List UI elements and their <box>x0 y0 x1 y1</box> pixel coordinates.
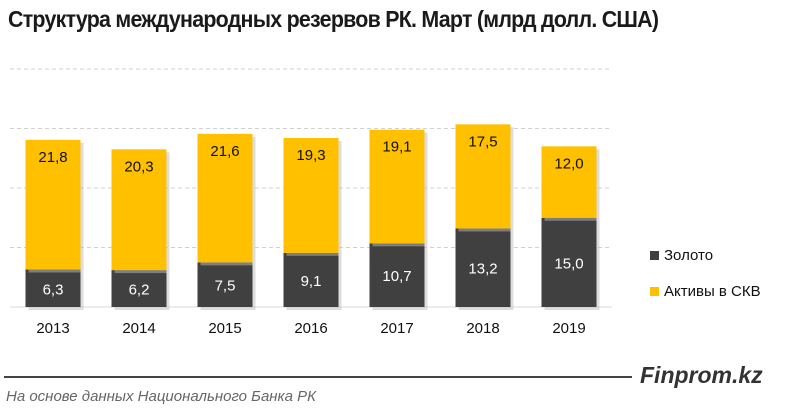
bar-fx-assets <box>541 146 597 218</box>
bar-gold <box>369 243 425 307</box>
data-label: 6,2 <box>129 282 150 299</box>
bar-gold <box>541 217 597 307</box>
data-label: 13,2 <box>468 261 497 278</box>
x-tick-label: 2018 <box>466 320 499 337</box>
footer-divider <box>4 376 632 378</box>
bar-gold <box>283 252 339 307</box>
legend-swatch-gold <box>650 251 659 260</box>
bar-fx-assets <box>369 129 425 244</box>
data-label: 19,1 <box>382 139 411 156</box>
data-label: 17,5 <box>468 133 497 150</box>
legend-item-fx-assets: Активы в СКВ <box>650 283 761 300</box>
bar-fx-assets <box>197 133 253 263</box>
bar-fx-assets <box>111 149 167 271</box>
data-label: 21,8 <box>38 149 67 166</box>
bar-gold <box>197 262 253 307</box>
data-label: 21,6 <box>210 143 239 160</box>
bar-gold <box>111 270 167 307</box>
x-tick-label: 2017 <box>380 320 413 337</box>
bar-gold <box>25 269 81 307</box>
x-tick-label: 2014 <box>122 320 155 337</box>
bar-fx-assets <box>283 138 339 253</box>
data-label: 7,5 <box>215 278 236 295</box>
bar-fx-assets <box>455 124 511 229</box>
data-label: 20,3 <box>124 158 153 175</box>
x-tick-label: 2016 <box>294 320 327 337</box>
legend-item-gold: Золото <box>650 247 713 264</box>
data-label: 19,3 <box>296 147 325 164</box>
data-label: 12,0 <box>554 155 583 172</box>
data-label: 6,3 <box>43 281 64 298</box>
bar-fx-assets <box>25 139 81 270</box>
chart-title: Структура международных резервов РК. Мар… <box>8 6 659 32</box>
legend-label: Активы в СКВ <box>664 283 761 300</box>
legend-swatch-fx <box>650 287 659 296</box>
legend-label: Золото <box>664 247 714 264</box>
data-label: 10,7 <box>382 268 411 285</box>
data-label: 9,1 <box>301 273 322 290</box>
x-tick-label: 2019 <box>552 320 585 337</box>
bar-gold <box>455 228 511 307</box>
source-note: На основе данных Национального Банка РК <box>6 388 316 405</box>
x-tick-label: 2015 <box>208 320 241 337</box>
data-label: 15,0 <box>554 255 583 272</box>
brand-logo: Finprom.kz <box>640 362 763 388</box>
x-tick-label: 2013 <box>36 320 69 337</box>
